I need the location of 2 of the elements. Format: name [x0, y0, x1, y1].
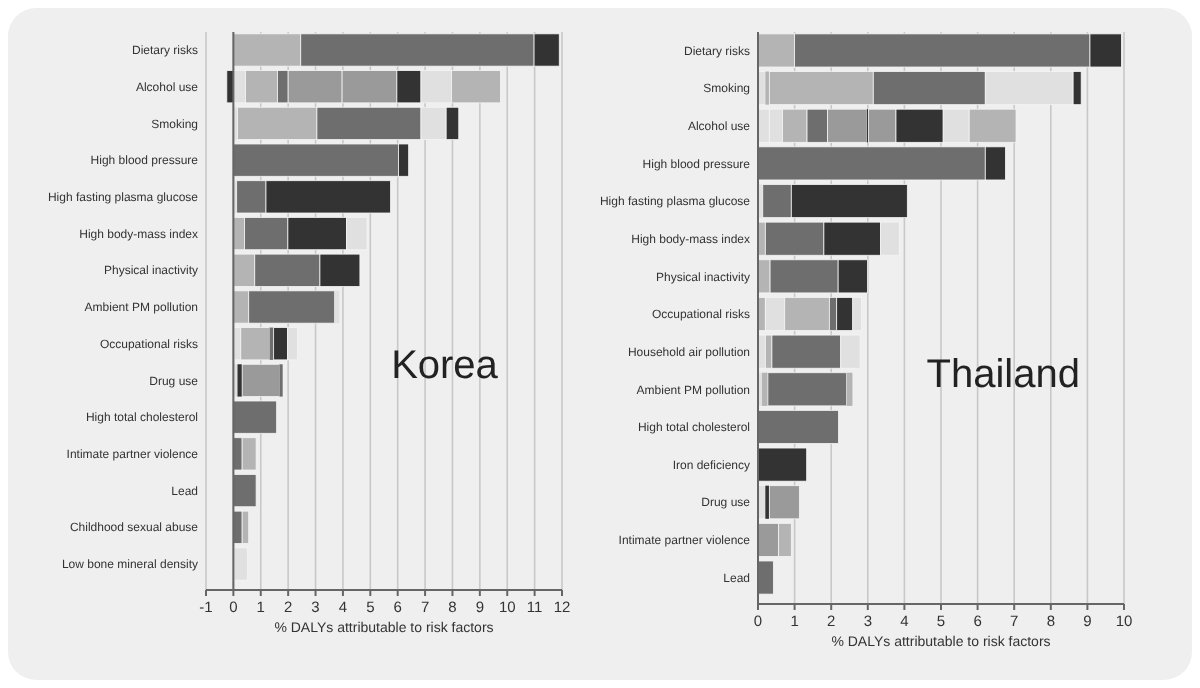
annotation: Thailand	[926, 352, 1080, 397]
annotation: Korea	[391, 343, 500, 388]
